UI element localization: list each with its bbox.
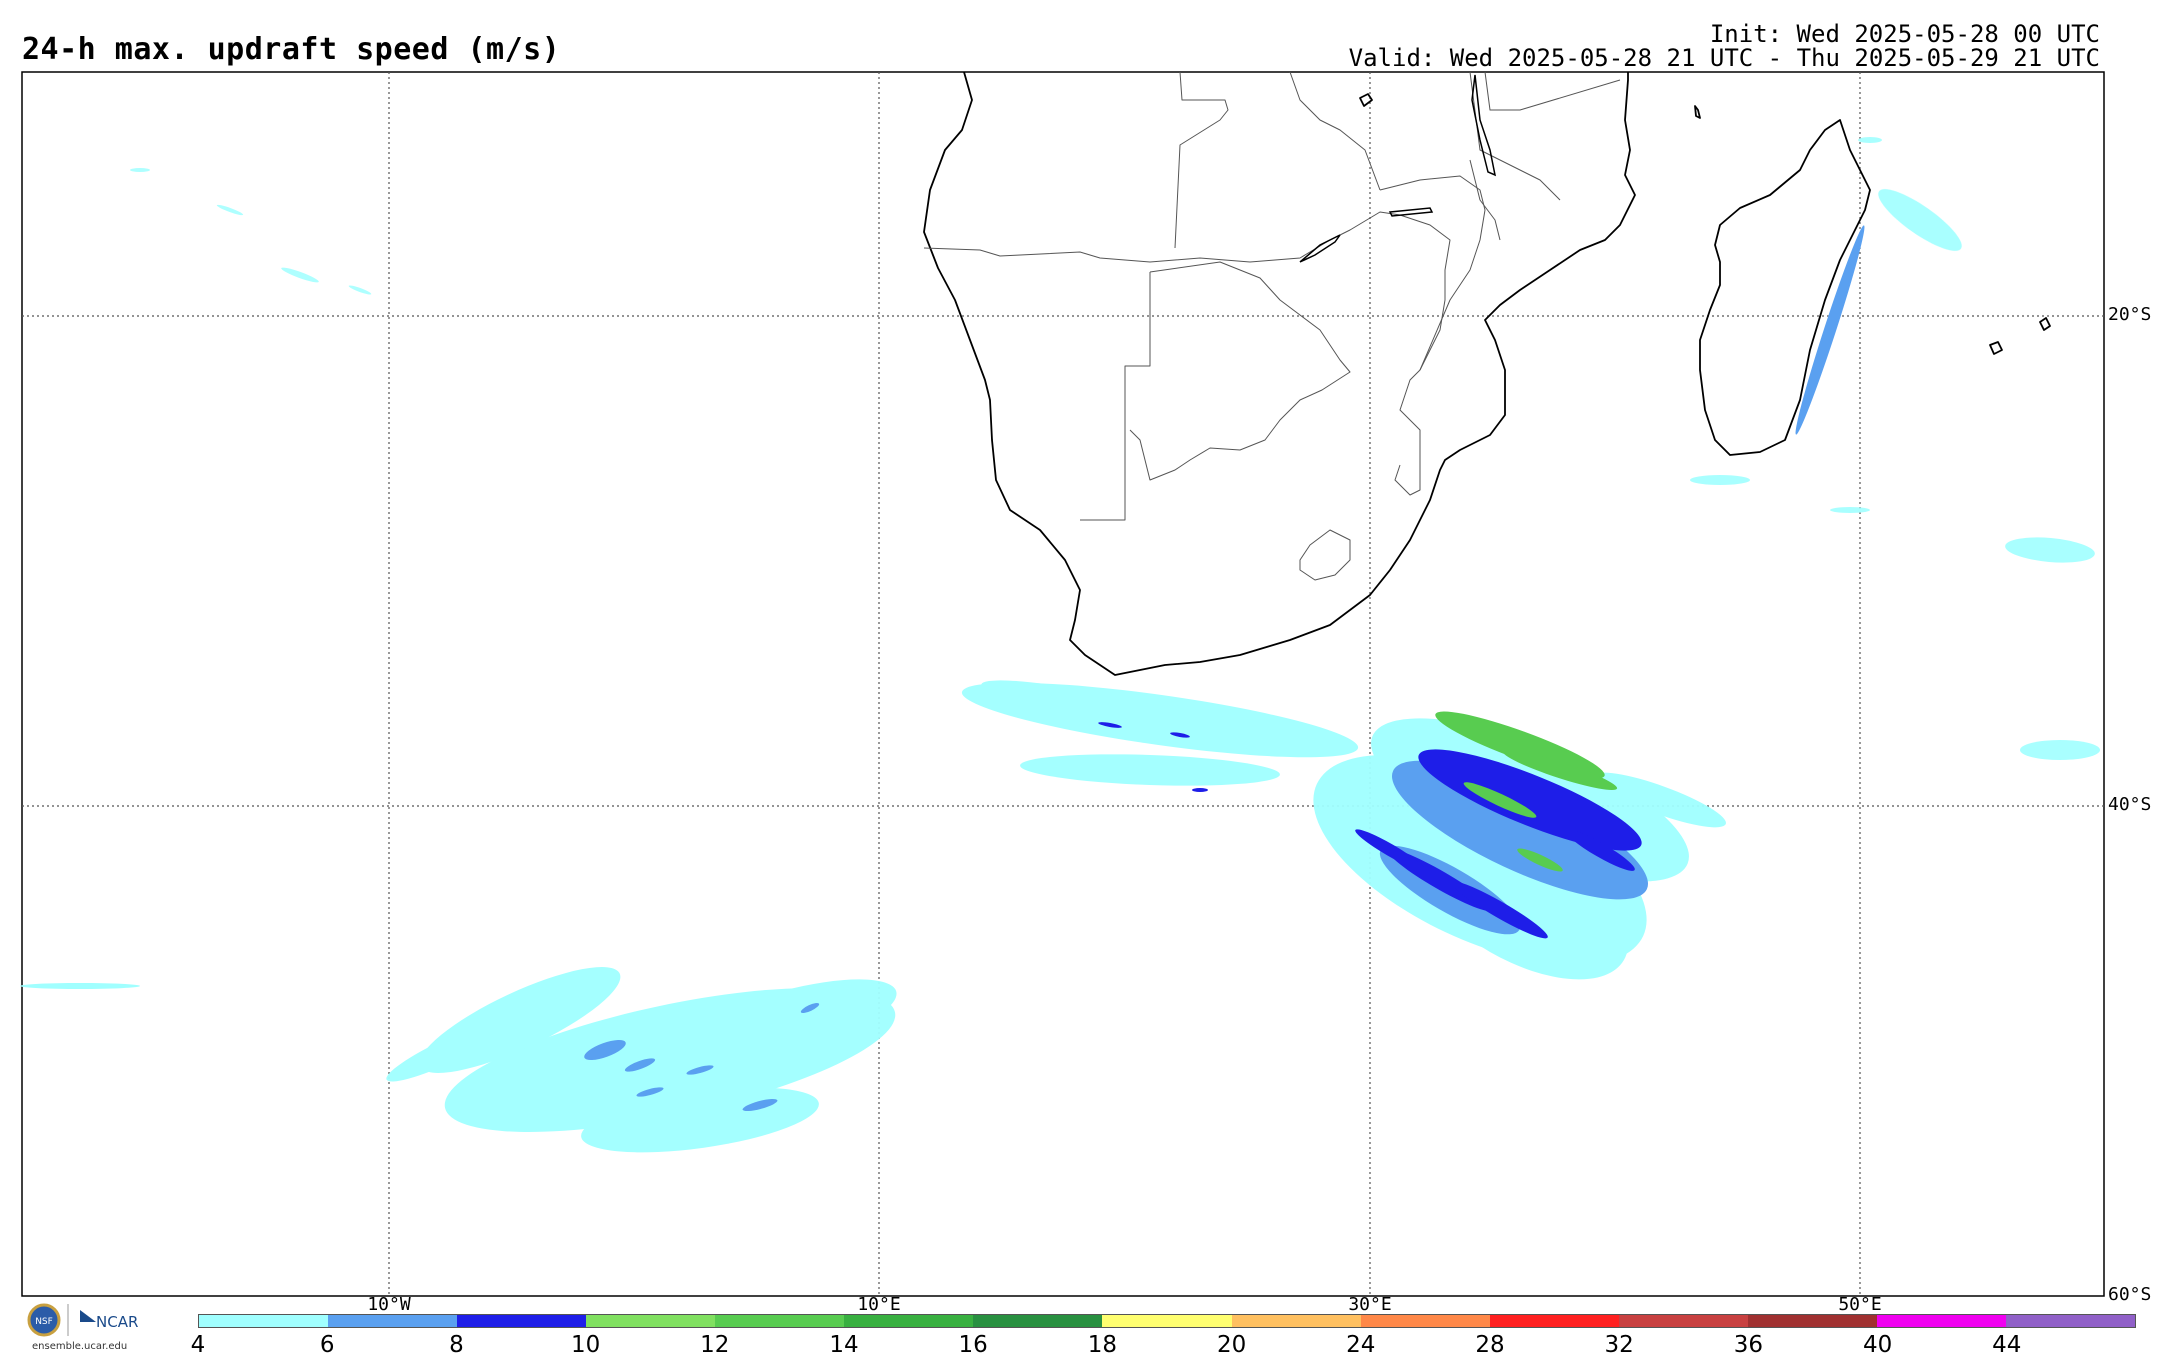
updraft-field-madagascar (1795, 225, 1865, 435)
updraft-field-west (20, 983, 140, 989)
border-swaziland (1394, 464, 1421, 496)
colorbar-tick-24: 24 (1346, 1332, 1376, 1358)
updraft-field-southwest (386, 967, 897, 1153)
lakes (1299, 74, 1497, 263)
lake-victoria-outline (1359, 93, 1373, 107)
mauritius-outline (2039, 317, 2051, 331)
ncar-logo: NSF NCAR (27, 1303, 138, 1337)
colorbar-tick-18: 18 (1087, 1332, 1118, 1358)
colorbar-tick-44: 44 (1992, 1332, 2022, 1358)
lat-label-20s: 20°S (2108, 304, 2152, 325)
updraft-field-southeast-core (1355, 749, 1642, 939)
border-namibia-botswana (1080, 272, 1151, 521)
colorbar-tick-14: 14 (829, 1332, 859, 1358)
ncar-logo-text: NCAR (96, 1313, 138, 1331)
colorbar-tick-4: 4 (190, 1332, 206, 1358)
lake-cahora-outline (1388, 207, 1434, 217)
svg-text:NSF: NSF (35, 1317, 53, 1327)
graticule (22, 72, 2104, 1296)
colorbar-tick-8: 8 (449, 1332, 464, 1358)
colorbar-tick-36: 36 (1733, 1332, 1764, 1358)
colorbar-swatch-1 (328, 1315, 458, 1327)
colorbar-swatch-12 (1747, 1315, 1877, 1327)
lake-malawi-outline (1471, 74, 1497, 177)
lake-kariba-outline (1299, 234, 1341, 263)
nsf-seal-icon (27, 1303, 61, 1337)
madagascar-coastline (1699, 119, 1871, 456)
colorbar-swatch-10 (1489, 1315, 1619, 1327)
border-malawi (1469, 159, 1501, 241)
map-title: 24-h max. updraft speed (m/s) (22, 32, 561, 67)
africa-coastline (923, 71, 1636, 676)
updraft-field-southwest-core (584, 1002, 820, 1112)
map-frame (21, 71, 2105, 1297)
colorbar-swatch-4 (715, 1315, 845, 1327)
border-tanzania (1469, 71, 1561, 201)
colorbar-tick-12: 12 (700, 1332, 730, 1358)
border-angola-namibia (923, 247, 1251, 263)
colorbar-swatch-14 (2005, 1315, 2135, 1327)
logo-url: ensemble.ucar.edu (32, 1341, 128, 1352)
colorbar-swatch-13 (1876, 1315, 2006, 1327)
colorbar-tick-28: 28 (1475, 1332, 1505, 1358)
coastlines (923, 71, 2051, 676)
border-drc (1289, 71, 1381, 191)
lon-label-50e: 50°E (1838, 1294, 1882, 1315)
colorbar-tick-20: 20 (1216, 1332, 1247, 1358)
updraft-field-south-africa-core (1098, 722, 1208, 792)
ncar-mark-icon (80, 1310, 96, 1322)
colorbar (198, 1314, 2136, 1328)
colorbar-swatch-0 (199, 1315, 329, 1327)
colorbar-swatch-8 (1231, 1315, 1361, 1327)
colorbar-swatch-5 (844, 1315, 974, 1327)
init-time: Init: Wed 2025-05-28 00 UTC (1709, 20, 2100, 48)
updraft-field-northwest (130, 168, 372, 295)
lon-label-10w: 10°W (367, 1294, 411, 1315)
border-botswana-inner (1129, 261, 1351, 481)
border-zambia-zimbabwe (1249, 211, 1451, 371)
border-zambia-north (1174, 71, 1229, 249)
border-mozambique-west (1379, 175, 1486, 470)
colorbar-swatch-7 (1102, 1315, 1232, 1327)
colorbar-tick-16: 16 (958, 1332, 988, 1358)
border-kenya (1484, 71, 1621, 111)
lat-label-40s: 40°S (2108, 794, 2152, 815)
updraft-field-southeast-strong (1435, 711, 1618, 872)
reunion-outline (1989, 341, 2003, 355)
colorbar-swatch-2 (457, 1315, 587, 1327)
colorbar-tick-6: 6 (319, 1332, 335, 1358)
lon-label-30e: 30°E (1348, 1294, 1392, 1315)
updraft-field-madagascar-faint (1690, 137, 2100, 760)
colorbar-swatch-11 (1618, 1315, 1748, 1327)
colorbar-tick-40: 40 (1862, 1332, 1893, 1358)
updraft-field-south-africa (961, 680, 1359, 786)
lat-label-60s: 60°S (2108, 1284, 2152, 1305)
valid-time: Valid: Wed 2025-05-28 21 UTC - Thu 2025-… (1348, 44, 2100, 72)
colorbar-swatch-3 (586, 1315, 716, 1327)
colorbar-swatch-6 (973, 1315, 1103, 1327)
comoros-outline (1694, 105, 1701, 119)
country-borders (923, 71, 1621, 581)
colorbar-tick-32: 32 (1604, 1332, 1634, 1358)
lon-label-10e: 10°E (857, 1294, 901, 1315)
colorbar-swatch-9 (1360, 1315, 1490, 1327)
border-lesotho (1299, 529, 1351, 581)
colorbar-tick-10: 10 (570, 1332, 601, 1358)
